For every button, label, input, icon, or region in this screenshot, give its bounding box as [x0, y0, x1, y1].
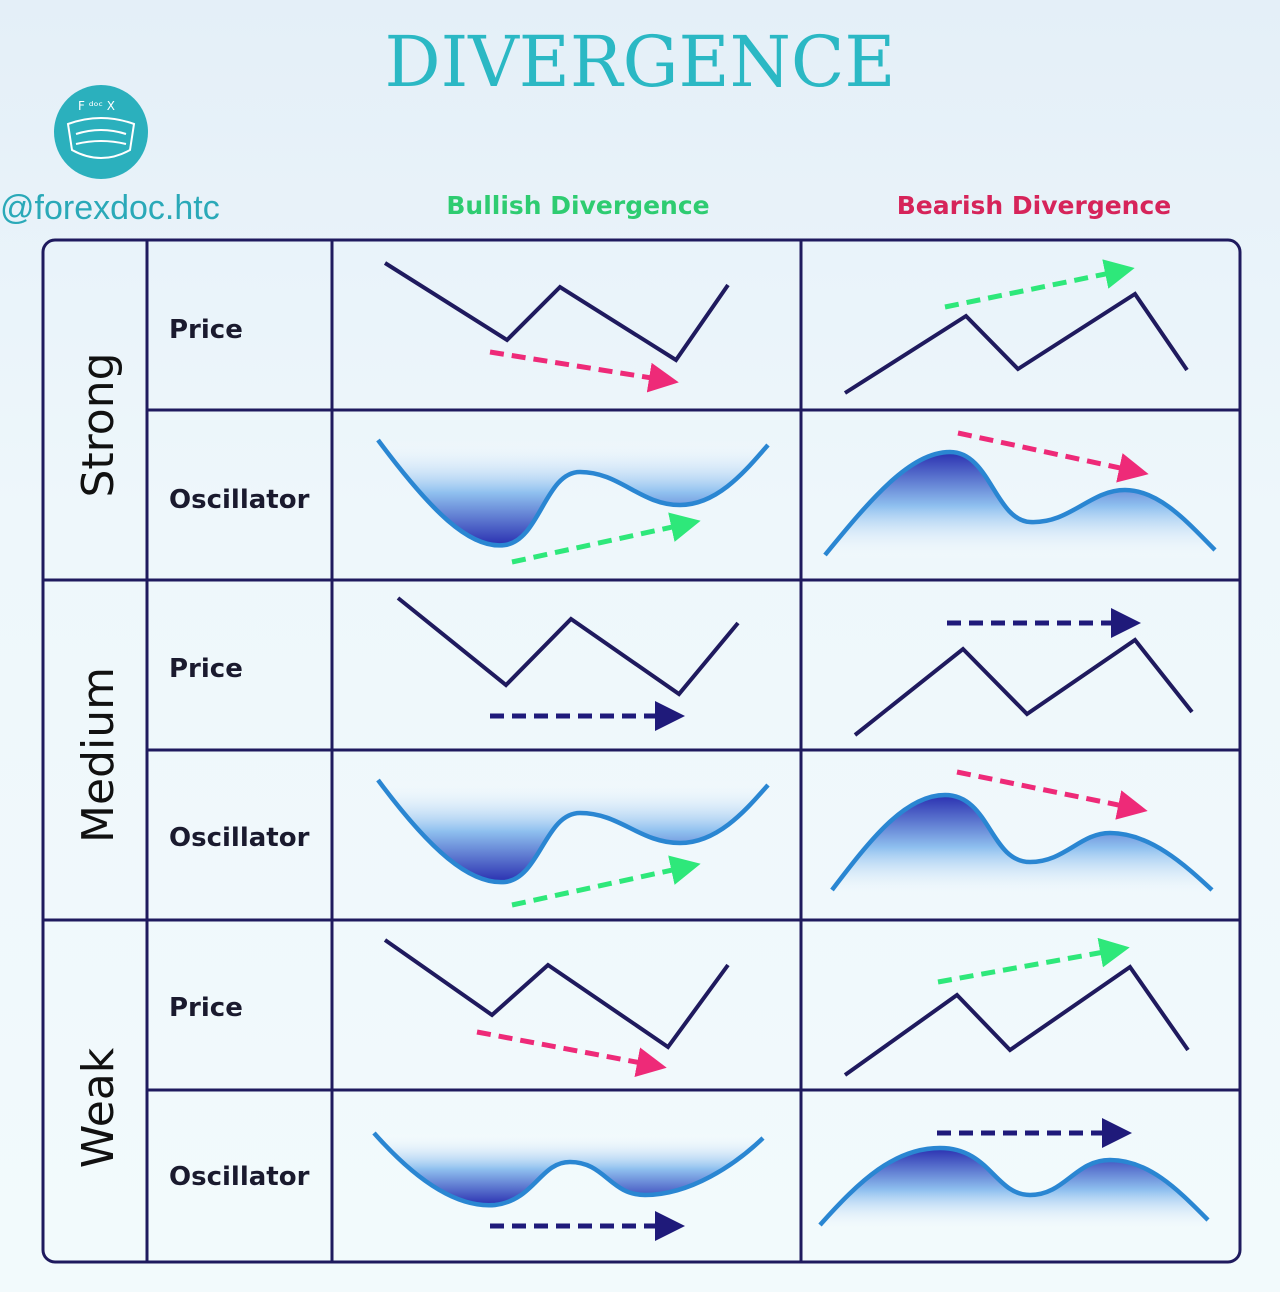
column-header-bearish: Bearish Divergence — [897, 191, 1172, 220]
weak-bullish-price — [383, 938, 730, 1077]
oscillator-fill — [832, 795, 1212, 900]
oscillator-fill — [378, 440, 768, 546]
medium-bullish-price — [396, 596, 740, 731]
strong-bullish-oscillator — [376, 438, 770, 565]
oscillator-line — [376, 438, 770, 548]
weak-bullish-oscillator — [372, 1131, 765, 1241]
strong-bearish-oscillator — [823, 430, 1217, 560]
lower-low-arrow — [489, 349, 679, 393]
table-grid — [41, 238, 1242, 1264]
price-line — [383, 938, 730, 1050]
social-handle: @forexdoc.htc — [0, 189, 220, 227]
lower-high-arrow — [957, 430, 1149, 483]
oscillator-line — [376, 778, 770, 885]
price-line — [843, 291, 1189, 395]
page-title: DIVERGENCE — [384, 21, 895, 103]
oscillator-line — [372, 1131, 765, 1208]
oscillator-fill — [378, 780, 768, 883]
strength-label-medium: Medium — [73, 667, 124, 843]
medium-bearish-price — [853, 608, 1194, 737]
oscillator-fill — [825, 452, 1215, 560]
logo-circle — [54, 85, 148, 179]
oscillator-line — [823, 449, 1217, 557]
row-label-oscillator: Oscillator — [169, 485, 310, 515]
column-header-bullish: Bullish Divergence — [446, 191, 709, 220]
lower-low-arrow — [476, 1029, 667, 1077]
strong-bullish-price — [383, 261, 730, 393]
row-label-oscillator: Oscillator — [169, 1162, 310, 1192]
oscillator-line — [818, 1145, 1210, 1227]
row-label-oscillator: Oscillator — [169, 823, 310, 853]
logo-text: F ᵈᵒᶜ X — [78, 99, 115, 113]
higher-low-arrow — [511, 855, 701, 908]
price-line — [396, 596, 740, 697]
price-line — [853, 637, 1194, 737]
oscillator-fill — [374, 1133, 763, 1206]
oscillator-line — [830, 792, 1214, 892]
row-label-price: Price — [169, 315, 243, 345]
price-line — [843, 964, 1190, 1077]
higher-low-arrow — [511, 512, 701, 565]
medium-bearish-oscillator — [830, 769, 1214, 900]
strength-label-weak: Weak — [73, 1047, 124, 1168]
row-label-price: Price — [169, 993, 243, 1023]
logo: F ᵈᵒᶜ X — [54, 85, 148, 179]
weak-bearish-oscillator — [818, 1118, 1210, 1232]
strength-label-strong: Strong — [73, 352, 124, 497]
mask-icon — [66, 117, 136, 159]
oscillator-fill — [820, 1148, 1208, 1232]
higher-high-arrow — [937, 937, 1130, 985]
strong-bearish-price — [843, 259, 1189, 395]
higher-high-arrow — [944, 259, 1135, 310]
weak-bearish-price — [843, 937, 1190, 1077]
medium-bullish-oscillator — [376, 778, 770, 908]
row-label-price: Price — [169, 654, 243, 684]
price-line — [383, 261, 730, 363]
lower-high-arrow — [956, 769, 1148, 820]
